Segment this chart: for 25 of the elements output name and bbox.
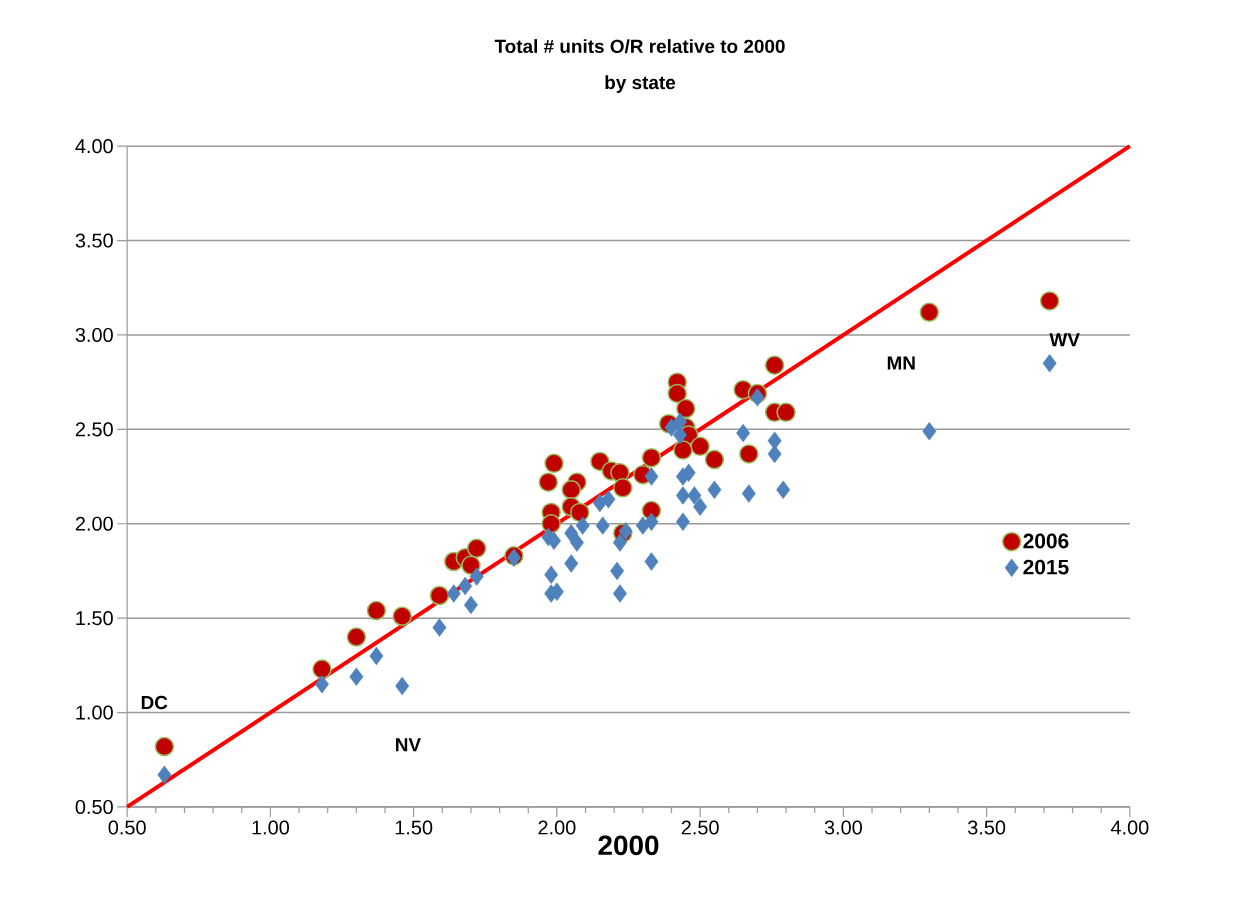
y-tick-label: 4.00 (75, 139, 113, 154)
x-tick-label: 0.50 (108, 820, 146, 835)
legend-label: 2006 (1023, 533, 1069, 549)
y-tick-label: 1.00 (76, 705, 113, 720)
y-tick-label: 2.00 (75, 516, 113, 531)
y-tick-label: 1.50 (76, 611, 113, 626)
annotation: DC (141, 695, 168, 710)
x-tick-label: 1.50 (395, 820, 433, 835)
y-tick-label: 3.00 (75, 327, 113, 342)
x-tick-label: 3.50 (968, 820, 1006, 835)
annotation: MN (887, 356, 915, 370)
x-tick-label: 2.00 (538, 820, 576, 835)
x-axis-title: 2000 (598, 835, 659, 856)
x-tick-label: 3.00 (824, 820, 862, 835)
x-tick-label: 4.00 (1110, 820, 1149, 835)
y-tick-label: 2.50 (75, 422, 113, 437)
legend-label: 2015 (1023, 559, 1069, 575)
chart-title: Total # units O/R relative to 2000 (494, 39, 785, 54)
x-tick-label: 1.00 (252, 820, 289, 835)
x-tick-label: 2.50 (681, 820, 719, 835)
chart-subtitle: by state (605, 75, 676, 93)
annotation: NV (396, 738, 421, 752)
y-tick-label: 0.50 (75, 799, 113, 814)
annotation: WV (1049, 333, 1080, 347)
y-tick-label: 3.50 (75, 233, 113, 248)
